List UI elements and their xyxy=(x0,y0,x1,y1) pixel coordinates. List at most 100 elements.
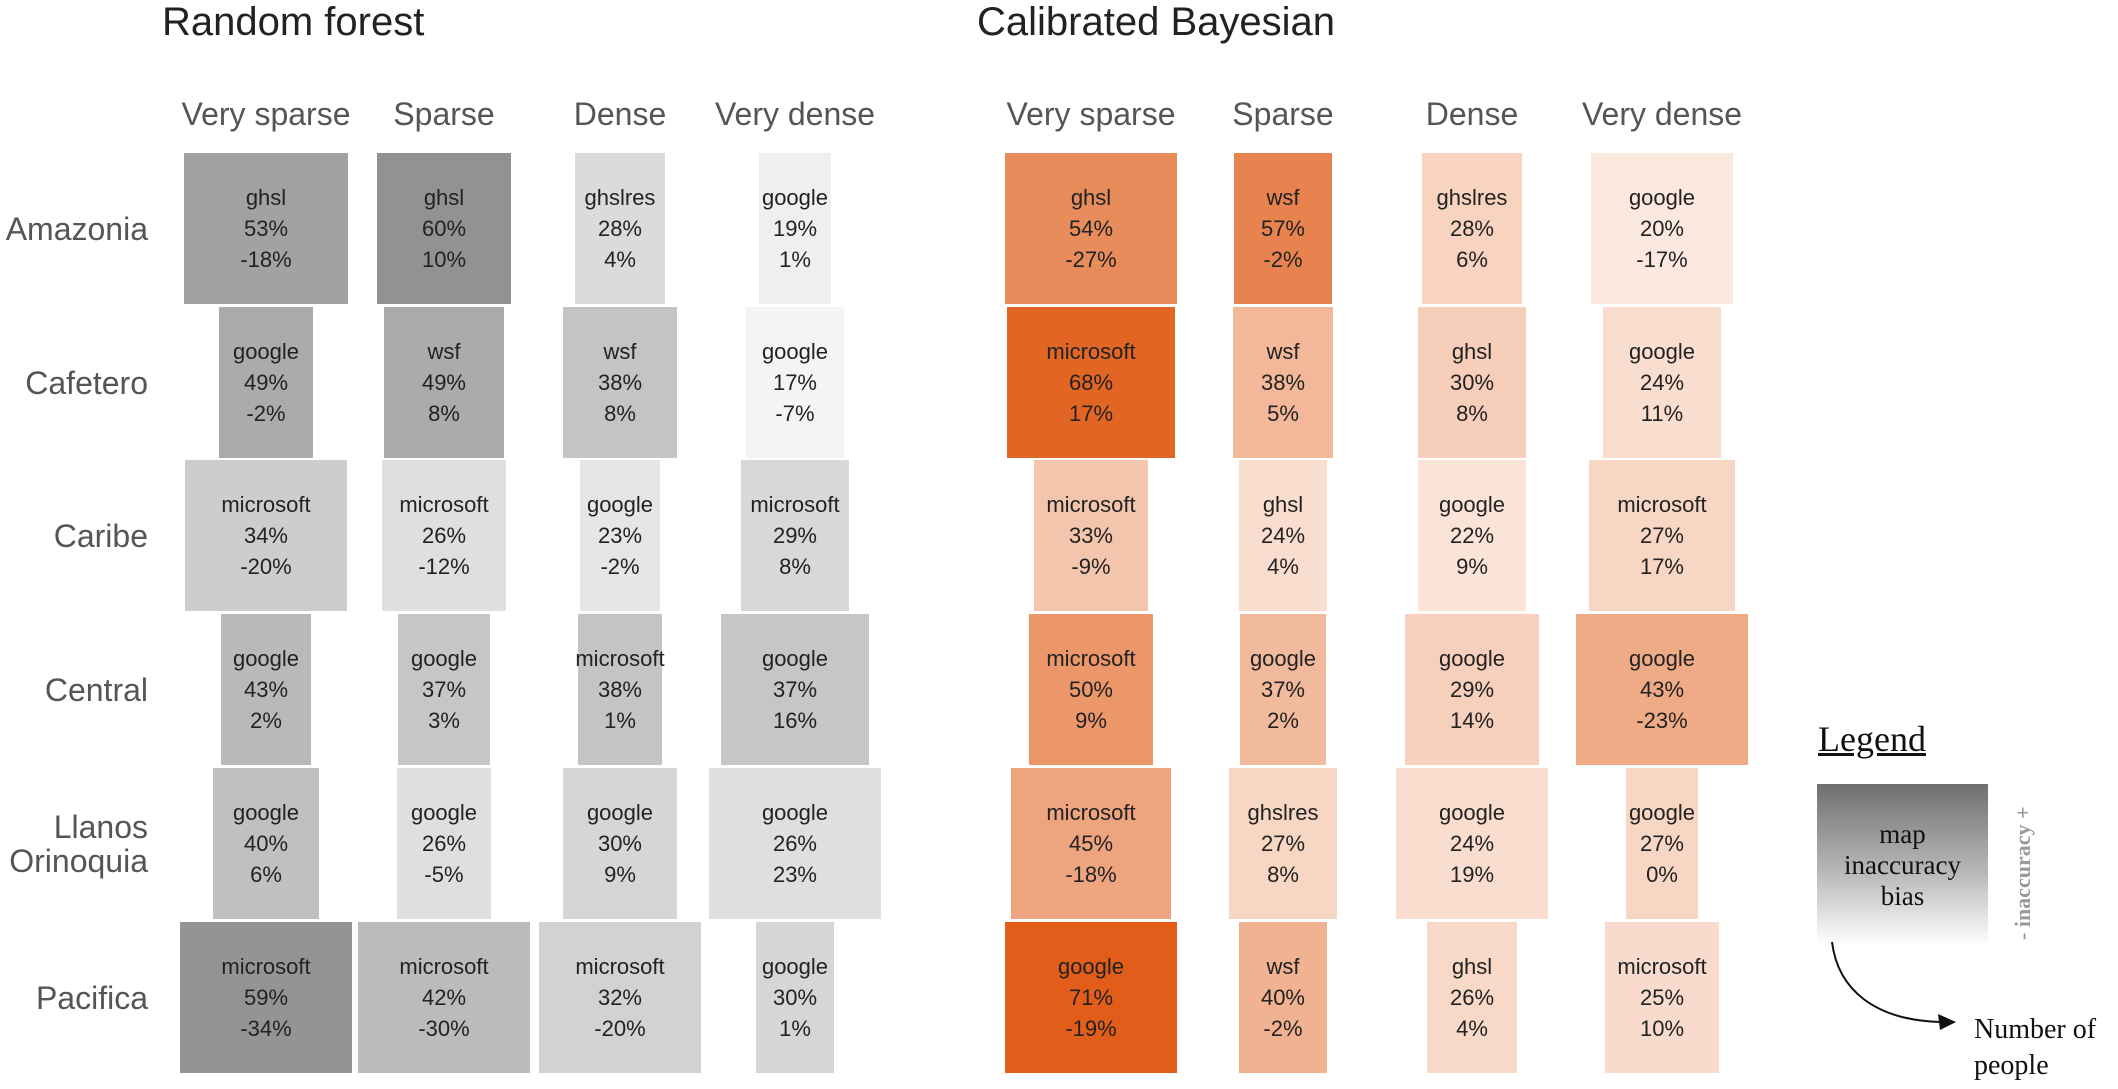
row-label: Central xyxy=(44,671,148,708)
table-cell: microsoft 50% 9% xyxy=(1028,614,1154,765)
cell-name: wsf xyxy=(1266,185,1300,210)
column-label: Sparse xyxy=(1232,96,1334,132)
table-cell: google 24% 19% xyxy=(1395,768,1549,919)
cell-bias: 6% xyxy=(1456,247,1488,272)
cell-bias: 11% xyxy=(1640,401,1684,426)
table-cell: google 22% 9% xyxy=(1417,460,1527,611)
cell-accuracy: 17% xyxy=(772,370,817,395)
cell-bias: -2% xyxy=(600,554,640,579)
cell-accuracy: 32% xyxy=(597,985,642,1010)
cell-accuracy: 24% xyxy=(1639,370,1685,395)
cell-name: wsf xyxy=(427,339,461,364)
table-cell: microsoft 38% 1% xyxy=(575,614,665,765)
cell-name: wsf xyxy=(1266,954,1300,979)
cell-accuracy: 71% xyxy=(1068,985,1114,1010)
cell-name: microsoft xyxy=(399,492,489,517)
cell-bias: -12% xyxy=(418,554,470,579)
table-cell: google 37% 16% xyxy=(721,614,869,765)
table-cell: google 17% -7% xyxy=(746,307,844,458)
cell-name: google xyxy=(761,800,829,825)
cell-bias: -20% xyxy=(240,554,292,579)
cell-bias: -17% xyxy=(1636,247,1688,272)
row-label: Llanos Orinoquia xyxy=(9,808,148,879)
cell-accuracy: 28% xyxy=(1449,216,1494,241)
cell-bias: 1% xyxy=(779,1016,811,1041)
row-label: Amazonia xyxy=(5,210,148,247)
cell-accuracy: 27% xyxy=(1639,523,1684,548)
cell-bias: 17% xyxy=(1639,554,1684,579)
cell-accuracy: 37% xyxy=(1260,677,1305,702)
table-cell: wsf 49% 8% xyxy=(384,307,504,458)
cell-name: microsoft xyxy=(1046,339,1136,364)
cell-name: microsoft xyxy=(1617,954,1707,979)
cell-accuracy: 23% xyxy=(597,523,643,548)
cell-accuracy: 37% xyxy=(421,677,467,702)
cell-name: microsoft xyxy=(221,492,311,517)
cell-name: google xyxy=(232,339,300,364)
cell-bias: -2% xyxy=(246,401,286,426)
cell-name: microsoft xyxy=(1046,646,1136,671)
cell-bias: 19% xyxy=(1449,862,1495,887)
cell-bias: 8% xyxy=(779,554,811,579)
cell-accuracy: 53% xyxy=(243,216,289,241)
cell-bias: 2% xyxy=(1267,708,1299,733)
cell-accuracy: 43% xyxy=(1639,677,1685,702)
cell-accuracy: 30% xyxy=(1449,370,1495,395)
table-cell: google 40% 6% xyxy=(213,768,319,919)
cell-accuracy: 68% xyxy=(1068,370,1114,395)
cell-name: ghslres xyxy=(584,185,656,210)
cell-name: ghsl xyxy=(245,185,287,210)
cell-accuracy: 38% xyxy=(597,370,643,395)
cell-bias: 10% xyxy=(1639,1016,1685,1041)
cell-accuracy: 26% xyxy=(1449,985,1495,1010)
table-cell: google 29% 14% xyxy=(1404,614,1540,765)
cell-accuracy: 27% xyxy=(1260,831,1306,856)
table-cell: google 30% 1% xyxy=(755,922,835,1073)
cell-bias: -2% xyxy=(1263,247,1303,272)
cell-accuracy: 20% xyxy=(1639,216,1684,241)
table-cell: microsoft 26% -12% xyxy=(382,460,506,611)
row-label: Caribe xyxy=(53,517,148,554)
cell-accuracy: 37% xyxy=(772,677,818,702)
cell-name: wsf xyxy=(603,339,637,364)
table-cell: google 26% -5% xyxy=(397,768,491,919)
row-label: Cafetero xyxy=(25,364,148,401)
cell-accuracy: 50% xyxy=(1068,677,1113,702)
cell-bias: 10% xyxy=(421,247,467,272)
column-label: Very dense xyxy=(1581,96,1743,132)
column-label: Very sparse xyxy=(1006,96,1176,132)
cell-bias: -34% xyxy=(240,1016,292,1041)
cell-bias: 2% xyxy=(250,708,282,733)
cell-bias: 4% xyxy=(1267,554,1299,579)
legend-box-line-3: bias xyxy=(1880,880,1925,911)
cell-accuracy: 27% xyxy=(1639,831,1684,856)
table-cell: ghslres 28% 4% xyxy=(574,153,666,304)
table-cell: microsoft 34% -20% xyxy=(184,460,348,611)
cell-name: ghsl xyxy=(1070,185,1112,210)
cell-bias: 1% xyxy=(604,708,636,733)
table-cell: google 19% 1% xyxy=(758,153,832,304)
cell-bias: 8% xyxy=(1456,401,1488,426)
table-cell: ghsl 60% 10% xyxy=(377,153,511,304)
cell-name: google xyxy=(232,646,300,671)
cell-accuracy: 45% xyxy=(1068,831,1114,856)
cell-accuracy: 33% xyxy=(1068,523,1113,548)
cell-name: google xyxy=(1438,646,1506,671)
cell-name: microsoft xyxy=(1617,492,1707,517)
cell-name: google xyxy=(1628,646,1696,671)
cell-name: ghslres xyxy=(1247,800,1319,825)
table-cell: google 26% 23% xyxy=(709,768,881,919)
cell-name: ghsl xyxy=(423,185,465,210)
table-cell: microsoft 42% -30% xyxy=(358,922,530,1073)
table-cell: microsoft 27% 17% xyxy=(1589,460,1735,611)
cell-accuracy: 24% xyxy=(1260,523,1306,548)
cell-name: google xyxy=(410,800,478,825)
cell-name: google xyxy=(761,954,829,979)
column-label: Dense xyxy=(573,96,667,132)
table-cell: microsoft 29% 8% xyxy=(740,460,850,611)
column-label: Very dense xyxy=(714,96,876,132)
cell-bias: -9% xyxy=(1071,554,1111,579)
cell-bias: 0% xyxy=(1646,862,1678,887)
cell-name: google xyxy=(410,646,478,671)
